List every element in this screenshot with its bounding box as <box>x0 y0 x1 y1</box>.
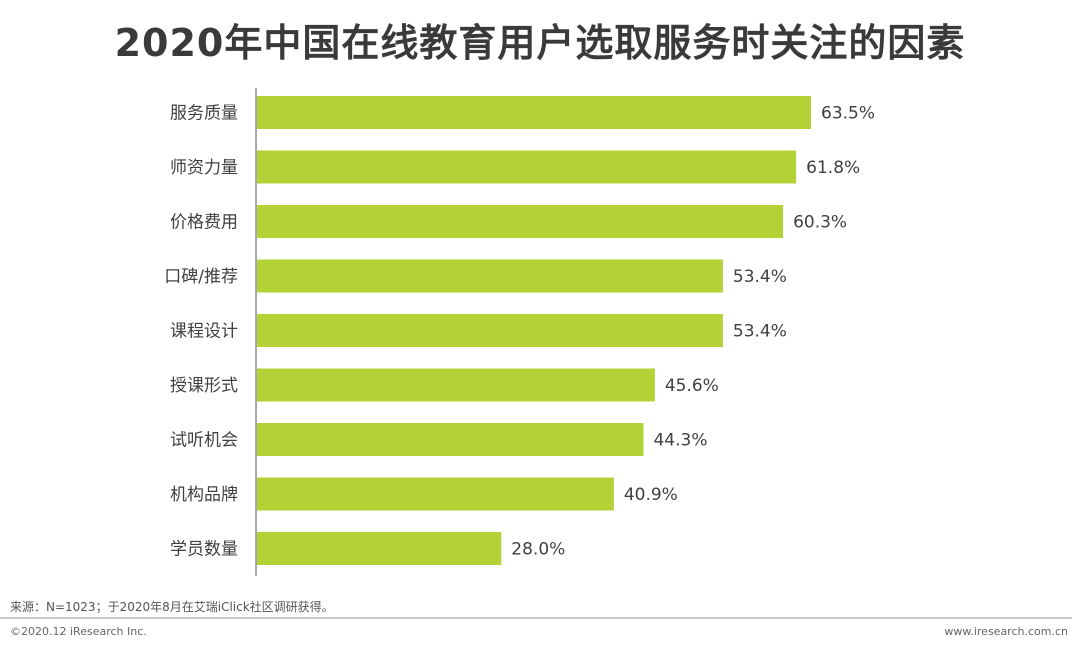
bar-chart: 服务质量 63.5% 师资力量 61.8% 价格费用 60.3% 口碑/推荐 53.4% 课程设… <box>164 88 875 576</box>
category-label: 试听机会 <box>170 431 238 451</box>
category-label: 学员数量 <box>170 540 238 560</box>
bar-1 <box>257 96 811 129</box>
category-label: 口碑/推荐 <box>164 267 238 287</box>
chart-title: 2020年中国在线教育用户选取服务时关注的因素 <box>114 21 966 65</box>
source-note: 来源：N=1023；于2020年8月在艾瑞iClick社区调研获得。 <box>10 600 334 614</box>
bar-8 <box>257 477 614 511</box>
value-label: 53.4% <box>733 322 787 342</box>
category-label: 师资力量 <box>170 158 238 178</box>
value-label: 28.0% <box>511 540 565 560</box>
value-label: 63.5% <box>821 104 875 124</box>
value-label: 45.6% <box>665 376 719 396</box>
category-label: 课程设计 <box>170 322 238 342</box>
value-label: 60.3% <box>793 213 847 233</box>
bar-7 <box>257 423 644 456</box>
category-label: 价格费用 <box>170 213 238 233</box>
copyright-text: ©2020.12 iResearch Inc. <box>10 625 147 638</box>
value-label: 61.8% <box>806 158 860 178</box>
bar-4 <box>257 259 723 293</box>
bar-9 <box>257 532 502 565</box>
bar-2 <box>257 150 797 184</box>
bar-3 <box>257 205 784 238</box>
bar-6 <box>257 368 655 402</box>
bar-5 <box>257 314 723 347</box>
value-label: 40.9% <box>624 485 678 505</box>
footer-divider <box>0 617 1072 619</box>
bars-layer: 服务质量 63.5% 师资力量 61.8% 价格费用 60.3% 口碑/推荐 53.4% 课程设… <box>164 96 875 565</box>
website-text: www.iresearch.com.cn <box>944 625 1068 638</box>
category-label: 授课形式 <box>170 376 238 396</box>
category-label: 机构品牌 <box>170 485 238 505</box>
category-label: 服务质量 <box>170 104 238 124</box>
value-label: 53.4% <box>733 267 787 287</box>
value-label: 44.3% <box>653 431 707 451</box>
